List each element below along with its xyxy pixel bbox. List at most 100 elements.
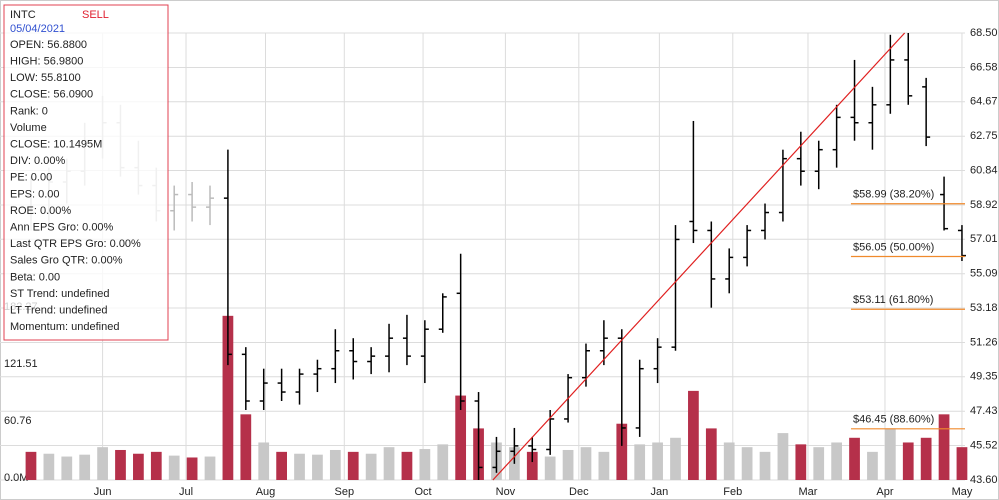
- x-tick-label: Dec: [569, 486, 589, 498]
- info-panel: INTC SELL 05/04/2021 OPEN: 56.8800 HIGH: …: [3, 4, 169, 341]
- volume-bar: [419, 449, 431, 480]
- y2-tick-label: 121.51: [4, 358, 38, 370]
- volume-bar: [598, 451, 610, 480]
- y-tick-label: 55.09: [970, 268, 998, 280]
- volume-bar: [741, 447, 753, 480]
- volume-bar: [688, 390, 699, 480]
- info-line: Momentum: undefined: [10, 321, 119, 333]
- volume-bar: [79, 454, 91, 480]
- y-tick-label: 62.75: [970, 130, 998, 142]
- info-line: Volume: [10, 122, 47, 134]
- symbol: INTC: [10, 9, 36, 21]
- volume-bar: [902, 442, 914, 480]
- x-tick-label: Aug: [256, 486, 276, 498]
- volume-bar: [544, 456, 556, 480]
- volume-bar: [383, 447, 395, 480]
- info-line: Last QTR EPS Gro: 0.00%: [10, 238, 141, 250]
- volume-bar: [920, 437, 932, 480]
- volume-bar: [401, 451, 413, 480]
- volume-bar: [312, 454, 323, 480]
- y2-tick-label: 60.76: [4, 415, 32, 427]
- x-tick-label: Jul: [179, 486, 193, 498]
- info-line: ROE: 0.00%: [10, 205, 71, 217]
- info-line: DIV: 0.00%: [10, 155, 65, 167]
- volume-bar: [455, 395, 467, 480]
- info-line: LOW: 55.8100: [10, 72, 81, 84]
- volume-bar: [867, 451, 878, 480]
- volume-bar: [168, 455, 180, 480]
- x-tick-label: Mar: [799, 486, 818, 498]
- volume-bar: [526, 451, 538, 480]
- volume-bar: [670, 437, 681, 480]
- y-tick-label: 66.58: [970, 61, 998, 73]
- info-line: Beta: 0.00: [10, 271, 60, 283]
- volume-bar: [329, 449, 341, 480]
- overlay: $58.99 (38.20%) $56.05 (50.00%) $53.11 (61…: [492, 32, 965, 481]
- x-tick-label: Jun: [94, 486, 112, 498]
- volume-bar: [634, 444, 646, 480]
- x-tick-label: Jan: [651, 486, 669, 498]
- info-box: [3, 4, 169, 341]
- volume-bar: [795, 444, 807, 480]
- info-line: Sales Gro QTR: 0.00%: [10, 255, 123, 267]
- volume-bar: [831, 442, 843, 480]
- volume-bar: [813, 447, 825, 480]
- x-tick-label: Feb: [723, 486, 742, 498]
- y-tick-label: 57.01: [970, 233, 998, 245]
- volume-bar: [437, 444, 449, 480]
- y-tick-label: 49.35: [970, 371, 998, 383]
- volume-bar: [759, 451, 771, 480]
- volume-bar: [938, 414, 950, 480]
- y-tick-label: 68.50: [970, 27, 998, 39]
- volume-bar: [956, 447, 968, 480]
- trend-line: [492, 32, 906, 481]
- info-line: PE: 0.00: [10, 172, 52, 184]
- volume-bar: [705, 428, 717, 480]
- volume-bar: [723, 442, 735, 480]
- volume-bar: [652, 442, 663, 480]
- volume-bar: [849, 437, 860, 480]
- volume-bar: [294, 453, 305, 480]
- info-line: OPEN: 56.8800: [10, 39, 87, 51]
- fib-label: $58.99 (38.20%): [853, 189, 934, 201]
- info-line: CLOSE: 56.0900: [10, 89, 93, 101]
- volume-bar: [133, 453, 144, 480]
- y-tick-label: 47.43: [970, 405, 998, 417]
- info-line: Ann EPS Gro: 0.00%: [10, 222, 114, 234]
- volume-bar: [884, 428, 896, 480]
- volume-bar: [258, 442, 270, 480]
- x-tick-label: Nov: [496, 486, 516, 498]
- x-tick-label: Oct: [414, 486, 431, 498]
- volume-bar: [562, 449, 574, 480]
- volume-bar: [240, 414, 252, 480]
- fib-label: $46.45 (88.60%): [853, 414, 934, 426]
- volume-bar: [186, 457, 198, 480]
- volume-bar: [150, 451, 162, 480]
- volume-bar: [61, 456, 73, 480]
- info-line: EPS: 0.00: [10, 188, 60, 200]
- info-line: ST Trend: undefined: [10, 288, 109, 300]
- volume-bar: [25, 451, 37, 480]
- date: 05/04/2021: [10, 23, 65, 35]
- volume-bar: [222, 315, 234, 480]
- volume-bar: [97, 447, 108, 480]
- y-tick-label: 58.92: [970, 199, 998, 211]
- info-line: LT Trend: undefined: [10, 305, 107, 317]
- fib-label: $53.11 (61.80%): [853, 294, 934, 306]
- volume-bar: [43, 453, 55, 480]
- volume-bar: [616, 423, 628, 480]
- info-line: CLOSE: 10.1495M: [10, 139, 102, 151]
- y-tick-label: 51.26: [970, 336, 998, 348]
- info-line: Rank: 0: [10, 105, 48, 117]
- volume-bar: [204, 456, 216, 480]
- y-tick-label: 45.52: [970, 439, 998, 451]
- volume-bar: [580, 447, 592, 480]
- volume-bar: [365, 453, 377, 480]
- y-tick-label: 43.60: [970, 474, 998, 486]
- y-tick-label: 64.67: [970, 96, 998, 108]
- x-tick-label: May: [952, 486, 973, 498]
- y2-tick-label: 0.0M: [4, 472, 28, 484]
- volume-bar: [115, 449, 126, 480]
- y-tick-label: 53.18: [970, 302, 998, 314]
